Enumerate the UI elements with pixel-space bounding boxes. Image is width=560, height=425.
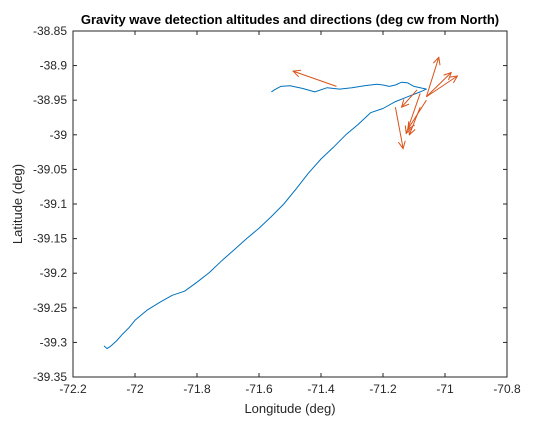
- x-tick-label: -72: [126, 382, 144, 396]
- x-tick-label: -71.6: [245, 382, 273, 396]
- direction-arrow: [425, 56, 441, 97]
- direction-arrow: [400, 89, 418, 108]
- direction-arrow: [394, 107, 406, 150]
- series-layer: [103, 81, 427, 350]
- chart-title: Gravity wave detection altitudes and dir…: [81, 12, 499, 27]
- direction-arrow: [292, 69, 337, 87]
- x-tick-label: -71.8: [183, 382, 211, 396]
- y-tick-label: -39.05: [33, 162, 67, 176]
- direction-arrow: [426, 75, 459, 98]
- x-tick-label: -71.2: [369, 382, 397, 396]
- y-axis: -38.85 -38.9 -38.95 -39 -39.05 -39.1 -39.15 -39…: [33, 24, 507, 384]
- y-tick-label: -39.3: [40, 335, 68, 349]
- x-tick-label: -72.2: [59, 382, 87, 396]
- y-tick-label: -38.95: [33, 93, 67, 107]
- x-tick-label: -70.8: [493, 382, 521, 396]
- series-line: [103, 81, 427, 350]
- x-axis: -72.2 -72 -71.8 -71.6 -71.4 -71.2 -71 -70.8: [59, 31, 521, 396]
- direction-arrow: [426, 71, 453, 98]
- x-axis-label: Longitude (deg): [244, 401, 335, 416]
- y-tick-label: -39.25: [33, 301, 67, 315]
- plot-area: [72, 30, 508, 378]
- y-tick-label: -38.9: [40, 59, 68, 73]
- x-tick-label: -71: [436, 382, 454, 396]
- y-tick-label: -39.2: [40, 266, 68, 280]
- y-tick-label: -39.15: [33, 232, 67, 246]
- y-tick-label: -38.85: [33, 24, 67, 38]
- arrow-layer: [292, 56, 459, 150]
- direction-arrow: [408, 106, 421, 136]
- y-tick-label: -39.35: [33, 370, 67, 384]
- y-tick-label: -39: [50, 128, 68, 142]
- x-tick-label: -71.4: [307, 382, 335, 396]
- y-tick-label: -39.1: [40, 197, 68, 211]
- y-axis-label: Latitude (deg): [10, 164, 25, 244]
